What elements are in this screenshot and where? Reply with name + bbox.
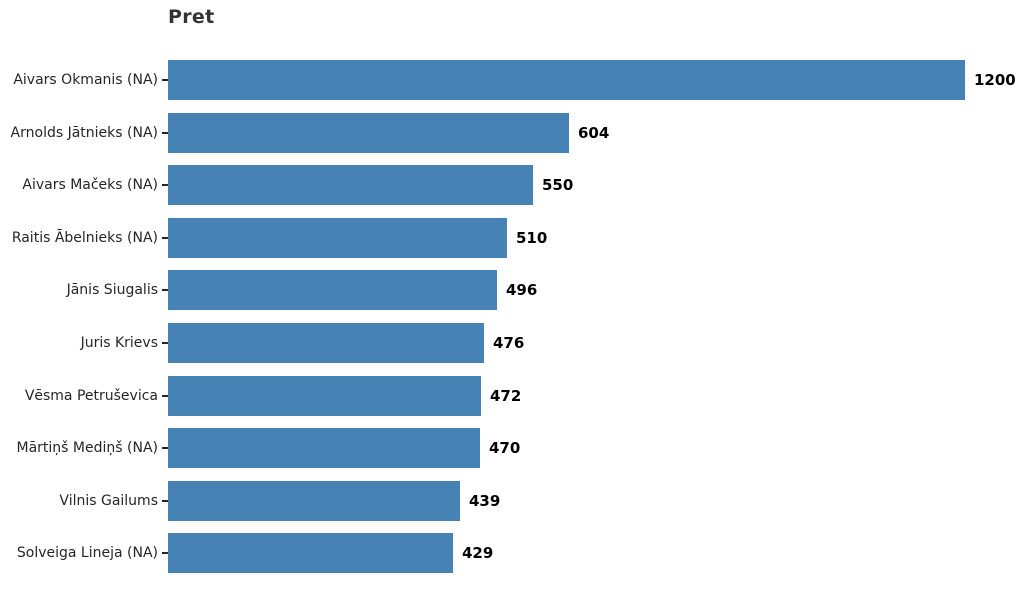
y-tick-mark: [162, 289, 168, 291]
category-label: Arnolds Jātnieks (NA): [10, 125, 158, 141]
y-tick-mark: [162, 395, 168, 397]
bar: [168, 165, 533, 205]
bar: [168, 113, 569, 153]
bar: [168, 270, 497, 310]
bar: [168, 218, 507, 258]
bar-row: Jānis Siugalis 496: [0, 270, 1024, 310]
value-label: 550: [542, 176, 574, 194]
category-label: Raitis Ābelnieks (NA): [11, 230, 158, 246]
y-tick-mark: [162, 237, 168, 239]
category-label: Aivars Okmanis (NA): [13, 72, 158, 88]
value-label: 472: [490, 387, 522, 405]
bar-row: Solveiga Lineja (NA) 429: [0, 533, 1024, 573]
bar-row: Raitis Ābelnieks (NA) 510: [0, 218, 1024, 258]
y-tick-mark: [162, 500, 168, 502]
bar-row: Arnolds Jātnieks (NA) 604: [0, 113, 1024, 153]
bar-row: Aivars Mačeks (NA) 550: [0, 165, 1024, 205]
value-label: 429: [462, 544, 494, 562]
bar-row: Vēsma Petruševica 472: [0, 376, 1024, 416]
category-label: Juris Krievs: [80, 335, 158, 351]
bar: [168, 533, 453, 573]
bar-row: Juris Krievs 476: [0, 323, 1024, 363]
value-label: 510: [516, 229, 548, 247]
bar-row: Vilnis Gailums 439: [0, 481, 1024, 521]
category-label: Aivars Mačeks (NA): [22, 177, 158, 193]
chart-title: Pret: [168, 6, 215, 28]
y-tick-mark: [162, 184, 168, 186]
value-label: 439: [469, 492, 501, 510]
category-label: Vēsma Petruševica: [24, 388, 158, 404]
value-label: 476: [493, 334, 525, 352]
y-tick-mark: [162, 552, 168, 554]
y-tick-mark: [162, 447, 168, 449]
category-label: Vilnis Gailums: [59, 493, 158, 509]
y-tick-mark: [162, 342, 168, 344]
value-label: 496: [506, 281, 538, 299]
bar-row: Aivars Okmanis (NA) 1200: [0, 60, 1024, 100]
bar: [168, 60, 965, 100]
y-tick-mark: [162, 132, 168, 134]
bar: [168, 481, 460, 521]
bar: [168, 428, 480, 468]
category-label: Solveiga Lineja (NA): [16, 545, 158, 561]
category-label: Jānis Siugalis: [66, 282, 158, 298]
bar-row: Mārtiņš Mediņš (NA) 470: [0, 428, 1024, 468]
value-label: 604: [578, 124, 610, 142]
bar: [168, 323, 484, 363]
value-label: 470: [489, 439, 521, 457]
value-label: 1200: [974, 71, 1016, 89]
bar: [168, 376, 481, 416]
y-tick-mark: [162, 79, 168, 81]
category-label: Mārtiņš Mediņš (NA): [16, 440, 158, 456]
